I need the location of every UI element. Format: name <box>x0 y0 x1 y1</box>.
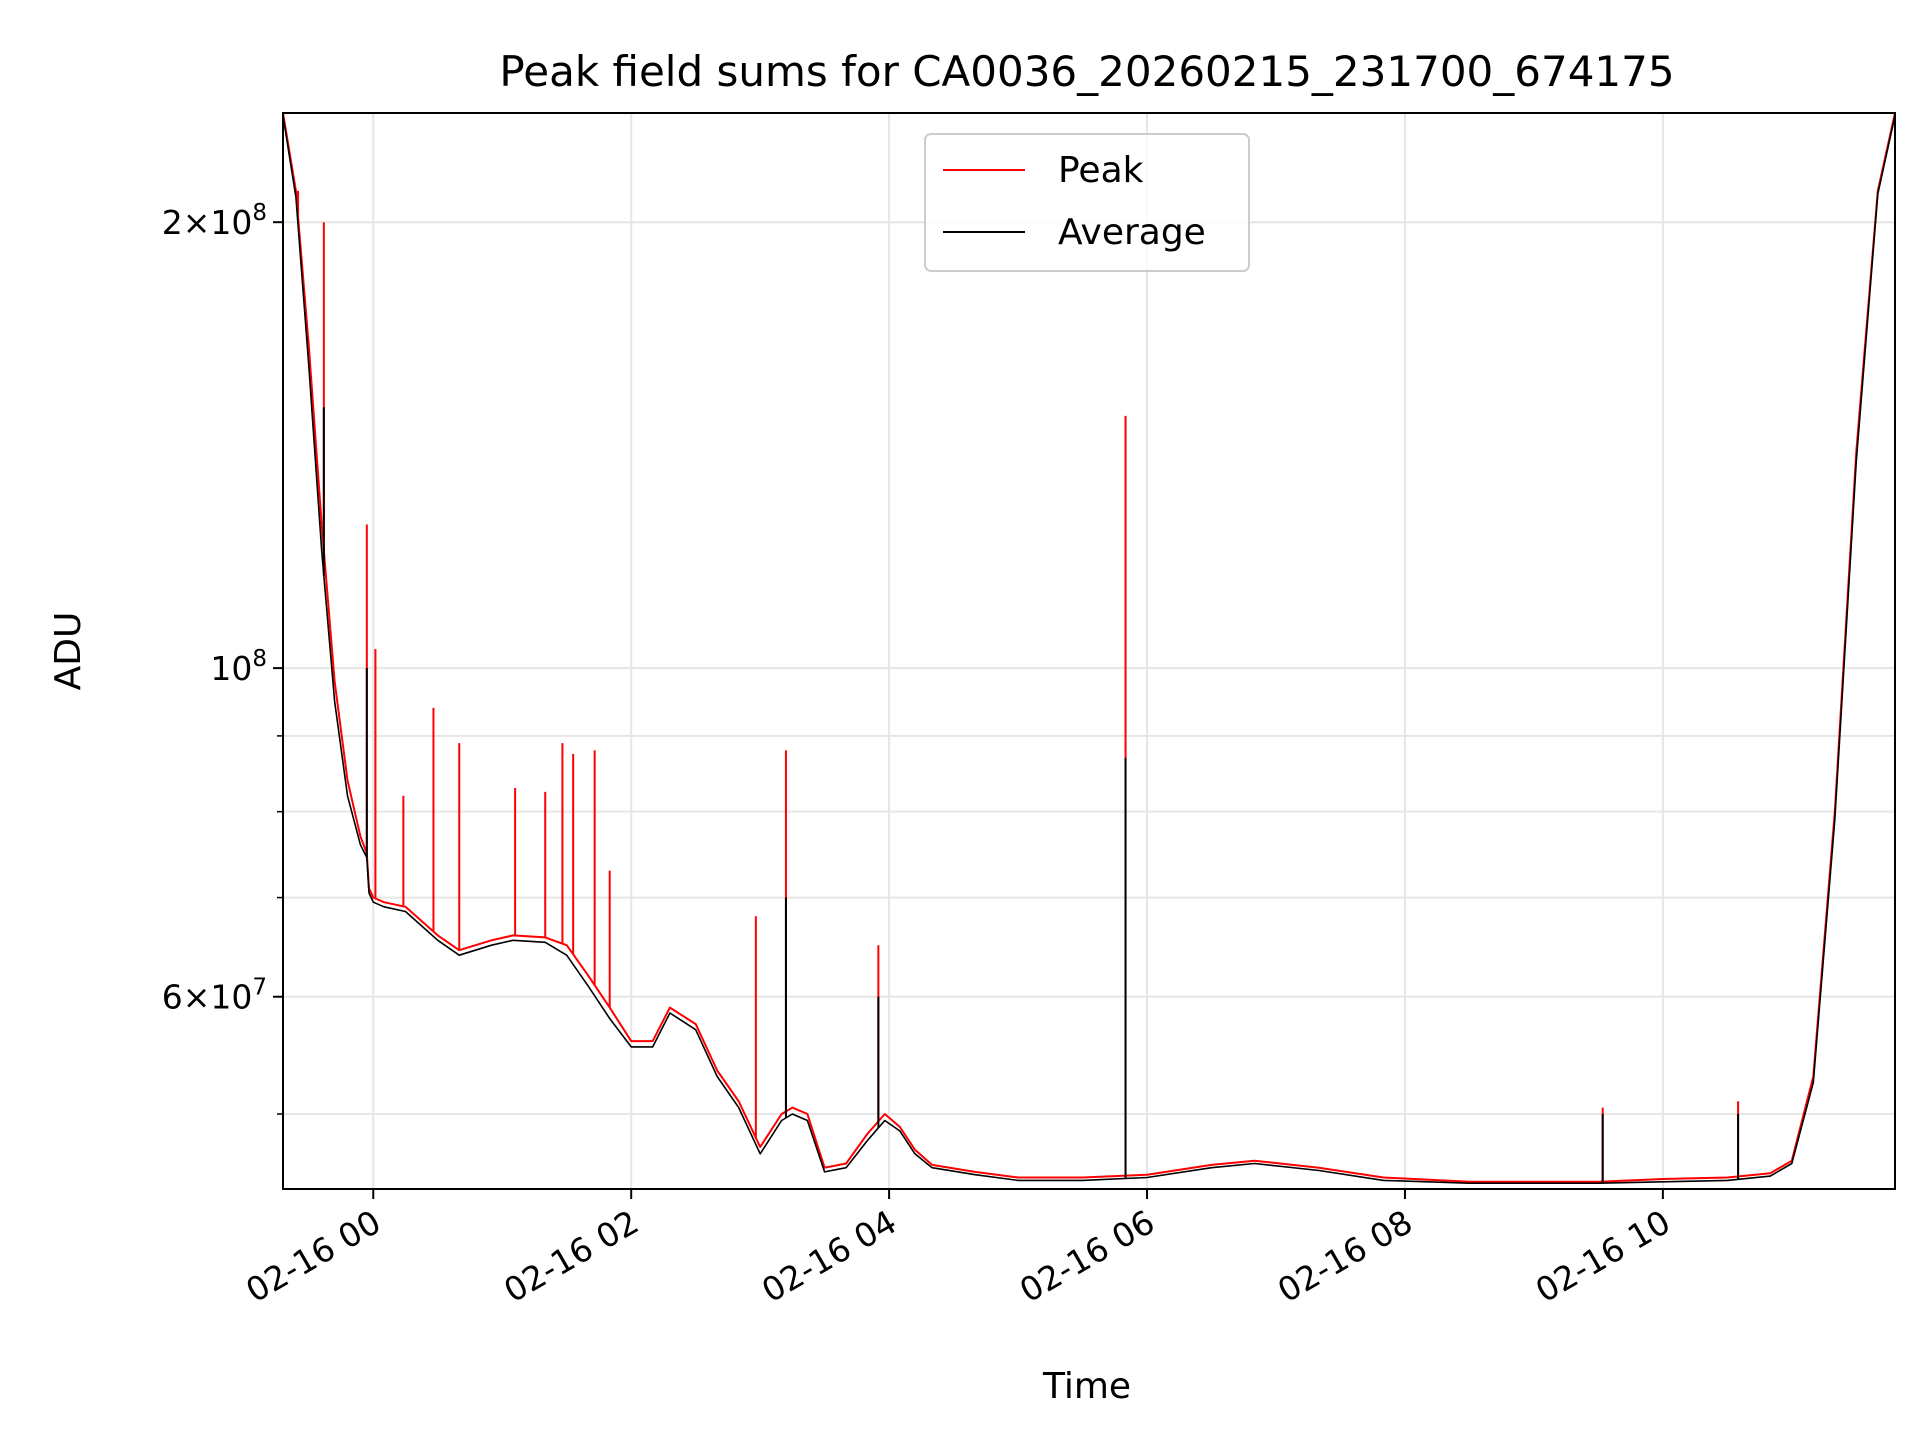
series-average <box>282 115 1896 1184</box>
y-axis-label: ADU <box>48 612 89 691</box>
plot-frame <box>282 112 1896 1190</box>
x-axis-label: Time <box>1042 1366 1131 1407</box>
chart-title: Peak field sums for CA0036_20260215_2317… <box>499 47 1674 96</box>
legend-peak-label: Peak <box>1058 150 1144 191</box>
y-tick-label: 2×108 <box>162 200 267 242</box>
series-layer <box>282 112 1896 1184</box>
legend-average-label: Average <box>1058 212 1206 253</box>
y-tick-base: 6×10 <box>162 978 253 1017</box>
plot-area <box>282 112 1896 1190</box>
legend: Peak Average <box>924 133 1250 272</box>
y-tick-exponent: 8 <box>252 646 267 672</box>
y-tick-label: 6×107 <box>162 975 267 1017</box>
y-tick-exponent: 8 <box>252 200 267 226</box>
plot-background <box>283 113 1895 1189</box>
y-tick-base: 10 <box>210 649 252 688</box>
legend-box <box>924 133 1250 272</box>
y-tick-exponent: 7 <box>252 975 267 1001</box>
y-tick-label: 108 <box>210 646 267 688</box>
y-tick-base: 2×10 <box>162 203 253 242</box>
series-line-average <box>282 115 1896 1184</box>
series-line-peak <box>282 112 1896 1183</box>
